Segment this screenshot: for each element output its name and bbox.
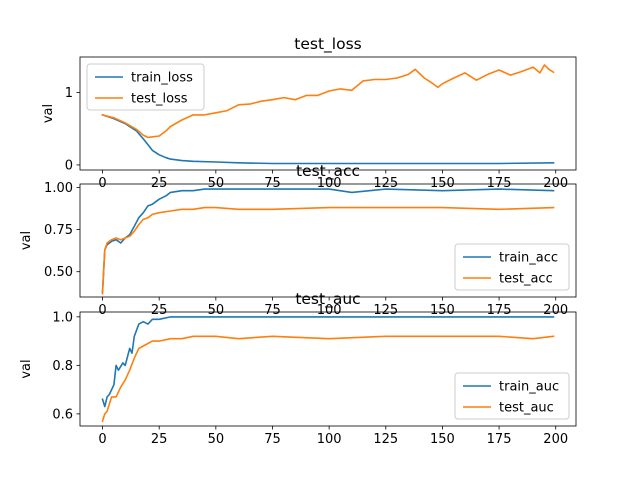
x-tick-label: 175 [487,432,512,447]
legend: train_auc test_auc [454,372,570,420]
x-tick-label: 150 [430,176,455,191]
legend-label-train_auc: train_auc [499,380,559,395]
x-tick-label: 75 [264,303,281,318]
x-tick-label: 25 [151,176,168,191]
chart-panel-test_auc: 0 25 50 75 100 125 150 175 200 0.6 0.8 1.0 val test_a… [19,290,577,447]
x-tick-label: 50 [208,303,225,318]
y-tick-label: 0.6 [52,407,73,422]
x-tick-label: 25 [151,303,168,318]
series-line-test_acc [101,206,555,295]
y-axis-label: val [41,104,56,123]
series-line-train_auc [101,316,555,408]
legend-label-test_acc: test_acc [499,272,553,287]
series-line-train_acc [101,188,555,293]
chart-panel-test_acc: 0 25 50 75 100 125 150 175 200 0.50 0.75 1.00 val tes… [19,162,577,318]
x-tick-label: 125 [373,176,398,191]
chart-title: test_loss [294,35,361,54]
x-tick-label: 100 [317,303,342,318]
y-axis-label: val [19,359,34,378]
x-tick-label: 150 [430,303,455,318]
x-tick-label: 0 [98,432,106,447]
x-tick-label: 0 [98,303,106,318]
y-tick-label: 1 [65,86,73,101]
x-tick-label: 50 [208,432,225,447]
x-tick-label: 200 [543,303,568,318]
legend-label-test_auc: test_auc [499,401,554,416]
x-tick-label: 75 [264,176,281,191]
chart-panel-test_loss: 0 25 50 75 100 125 150 175 20001valtest_losstrai… [41,35,577,191]
series-line-train_loss [101,113,555,165]
axes-frame [79,311,577,427]
series-line-test_auc [101,335,555,423]
legend-label-train_acc: train_acc [499,251,558,266]
axes-frame [79,183,577,298]
y-tick-label: 1.0 [52,310,73,325]
y-tick-label: 0 [65,158,73,173]
x-tick-label: 175 [487,303,512,318]
y-tick-label: 1.00 [44,181,73,196]
legend: train_acc test_acc [454,243,570,291]
x-tick-label: 125 [373,303,398,318]
legend: train_loss test_loss [86,63,205,111]
x-tick-label: 200 [543,176,568,191]
x-tick-label: 100 [317,432,342,447]
x-tick-label: 75 [264,432,281,447]
legend-label-train_loss: train_loss [131,71,193,86]
x-tick-label: 25 [151,432,168,447]
y-tick-label: 0.8 [52,359,73,374]
x-tick-label: 200 [543,432,568,447]
chart-title: test_acc [296,162,360,181]
y-tick-label: 0.50 [44,265,73,280]
legend-label-test_loss: test_loss [131,92,188,107]
x-tick-label: 175 [487,176,512,191]
x-tick-label: 0 [98,176,106,191]
y-tick-label: 0.75 [44,223,73,238]
axes-frame [79,56,577,171]
series-line-test_loss [101,64,555,139]
y-axis-label: val [19,231,34,250]
x-tick-label: 100 [317,176,342,191]
x-tick-label: 125 [373,432,398,447]
chart-title: test_auc [295,290,360,309]
x-tick-label: 150 [430,432,455,447]
x-tick-label: 50 [208,176,225,191]
